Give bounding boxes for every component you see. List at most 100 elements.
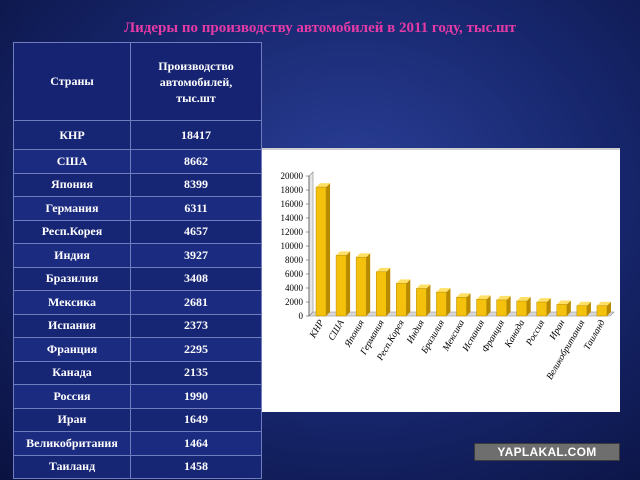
bar-side	[366, 253, 371, 316]
bar	[476, 299, 487, 317]
table-header-row: Страны Производство автомобилей, тыс.шт	[13, 42, 262, 121]
bar-top	[456, 293, 471, 298]
watermark-badge: YAPLAKAL.COM	[474, 443, 620, 461]
country-cell: Бразилия	[13, 266, 131, 291]
table-row: Респ.Корея 4657	[13, 219, 262, 244]
country-cell: КНР	[13, 120, 131, 150]
value-cell: 6311	[130, 196, 262, 221]
header-countries: Страны	[13, 42, 131, 121]
bar	[355, 256, 367, 317]
x-tick-label: США	[327, 318, 347, 342]
bar-side	[486, 295, 491, 316]
bar	[436, 291, 447, 317]
bar	[375, 271, 387, 317]
country-cell: Индия	[13, 243, 131, 268]
bar	[335, 255, 347, 317]
value-cell: 2295	[130, 337, 262, 362]
bar-top	[516, 297, 531, 302]
bar	[315, 186, 327, 317]
value-cell: 4657	[130, 219, 262, 244]
bar-side	[566, 300, 571, 316]
y-tick-label: 14000	[281, 213, 304, 223]
table-row: Таиланд 1458	[13, 454, 262, 479]
value-cell: 2373	[130, 313, 262, 338]
bar	[516, 300, 527, 317]
country-cell: Франция	[13, 337, 131, 362]
bar-top	[316, 183, 331, 188]
value-cell: 3927	[130, 243, 262, 268]
x-tick-label: Иран	[548, 318, 568, 342]
bar-side	[326, 183, 331, 316]
bar	[556, 304, 568, 317]
value-cell: 8399	[130, 172, 262, 197]
bar-top	[396, 279, 411, 284]
table-row: Германия 6311	[13, 196, 262, 221]
x-tick-label: Канада	[502, 318, 527, 351]
table-row: Мексика 2681	[13, 290, 262, 315]
country-cell: Респ.Корея	[13, 219, 131, 244]
bar	[496, 299, 507, 317]
table-row: США 8662	[13, 149, 262, 174]
bar-side	[386, 267, 391, 316]
bar-chart-svg: 0 2000 4000 6000 8000 10000 12000 14000 16000 180…	[281, 171, 615, 382]
page-title: Лидеры по производству автомобилей в 201…	[123, 20, 517, 36]
value-cell: 2135	[130, 360, 262, 385]
y-tick-label: 20000	[281, 171, 304, 181]
y-tick-label: 12000	[281, 227, 304, 237]
bar	[536, 301, 548, 317]
value-cell: 1464	[130, 431, 262, 456]
bar-side	[526, 297, 531, 316]
y-tick-label: 6000	[285, 269, 304, 279]
bar-top	[356, 253, 371, 258]
y-tick-label: 18000	[281, 185, 304, 195]
table-row: Франция 2295	[13, 337, 262, 362]
bar	[576, 305, 588, 317]
bar-side	[446, 288, 451, 316]
bar-side	[466, 293, 471, 316]
table-row: КНР 18417	[13, 120, 262, 150]
value-cell: 1458	[130, 454, 262, 479]
y-tick-label: 16000	[281, 199, 304, 209]
header-production: Производство автомобилей, тыс.шт	[130, 42, 262, 121]
value-cell: 2681	[130, 290, 262, 315]
production-table: Страны Производство автомобилей, тыс.шт …	[13, 42, 262, 479]
bar-top	[416, 284, 431, 289]
country-cell: Россия	[13, 384, 131, 409]
y-tick-label: 0	[299, 311, 304, 321]
country-cell: Канада	[13, 360, 131, 385]
value-cell: 1990	[130, 384, 262, 409]
x-tick-label: Великобритания	[544, 318, 587, 382]
table-row: Испания 2373	[13, 313, 262, 338]
table-row: Иран 1649	[13, 407, 262, 432]
bar-top	[336, 251, 351, 256]
table-row: Великобритания 1464	[13, 431, 262, 456]
bar-side	[426, 284, 431, 316]
bar	[396, 283, 407, 317]
country-cell: Великобритания	[13, 431, 131, 456]
y-tick-label: 4000	[285, 283, 304, 293]
table-row: Бразилия 3408	[13, 266, 262, 291]
bar-top	[596, 301, 611, 306]
table-row: Индия 3927	[13, 243, 262, 268]
country-cell: Испания	[13, 313, 131, 338]
table-row: Канада 2135	[13, 360, 262, 385]
y-tick-label: 2000	[285, 297, 304, 307]
value-cell: 1649	[130, 407, 262, 432]
bar-side	[406, 279, 411, 316]
bar-top	[536, 298, 551, 303]
bar-top	[476, 295, 491, 300]
bar-side	[606, 301, 611, 316]
value-cell: 18417	[130, 120, 262, 150]
x-tick-label: Россия	[524, 319, 547, 349]
bar	[456, 296, 467, 317]
value-cell: 8662	[130, 149, 262, 174]
bar-side	[346, 251, 351, 316]
country-cell: Мексика	[13, 290, 131, 315]
country-cell: Япония	[13, 172, 131, 197]
country-cell: Иран	[13, 407, 131, 432]
bar-top	[436, 288, 451, 293]
bar-chart: 0 2000 4000 6000 8000 10000 12000 14000 16000 180…	[262, 148, 620, 412]
country-cell: Таиланд	[13, 454, 131, 479]
bar-side	[506, 295, 511, 316]
bar-side	[586, 301, 591, 316]
